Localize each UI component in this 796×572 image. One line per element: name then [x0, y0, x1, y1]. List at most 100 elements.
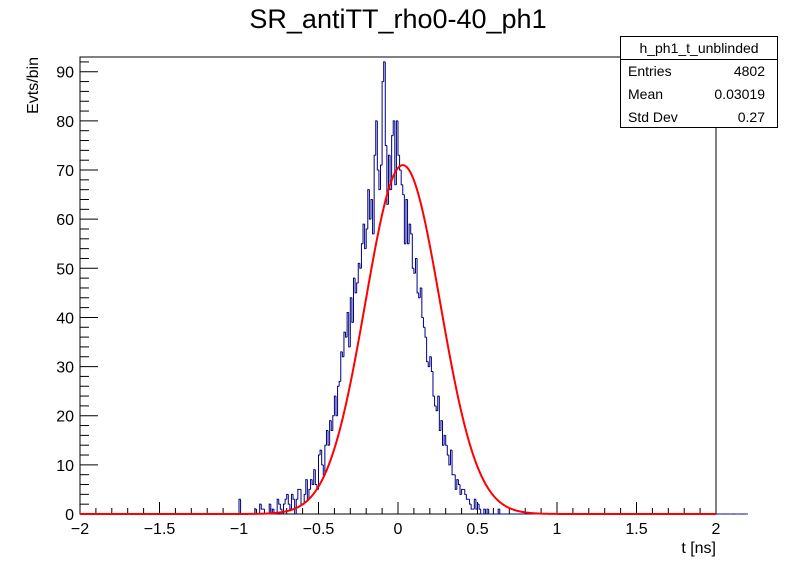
- histogram-bin: [370, 199, 373, 220]
- histogram-bin: [473, 498, 476, 510]
- histogram-bin: [399, 155, 402, 171]
- stats-label: Mean: [628, 86, 664, 102]
- histogram-bin: [278, 499, 281, 505]
- histogram-bin: [340, 351, 343, 382]
- histogram-bin: [268, 503, 271, 514]
- stats-box: h_ph1_t_unblinded Entries 4802 Mean 0.03…: [620, 36, 778, 128]
- histogram-bin: [413, 268, 416, 274]
- histogram-bin: [445, 435, 448, 446]
- histogram-bin: [349, 297, 352, 347]
- histogram-bin: [395, 120, 398, 185]
- histogram-bin: [394, 120, 397, 186]
- histogram-bin: [475, 499, 478, 510]
- histogram-bin: [314, 469, 317, 486]
- y-tick-label: 10: [56, 458, 74, 475]
- stats-value: 4802: [733, 63, 765, 79]
- histogram-bin: [240, 499, 243, 515]
- x-tick-label: 0: [394, 521, 403, 538]
- x-axis-label: t [ns]: [681, 540, 716, 557]
- histogram-bin: [346, 312, 349, 338]
- histogram-bin: [368, 189, 371, 220]
- histogram-bin: [414, 257, 418, 274]
- stats-box-name: h_ph1_t_unblinded: [621, 37, 777, 60]
- y-tick-label: 30: [56, 360, 74, 377]
- histogram-bin: [448, 455, 451, 466]
- histogram-bin: [375, 120, 378, 156]
- histogram-bin: [283, 503, 286, 514]
- histogram-bin: [459, 484, 462, 495]
- histogram-bin: [376, 120, 379, 171]
- histogram-bin: [238, 498, 241, 514]
- histogram-bin: [260, 504, 263, 510]
- y-tick-label: 90: [56, 65, 74, 82]
- histogram-bin: [337, 385, 340, 416]
- histogram-bin: [419, 287, 422, 298]
- histogram-bin: [408, 223, 411, 244]
- histogram-bin: [332, 415, 335, 431]
- histogram-bin: [284, 498, 287, 505]
- histogram-bin: [407, 199, 410, 245]
- histogram-bin: [303, 493, 306, 505]
- histogram-bin: [356, 282, 359, 293]
- y-tick-label: 80: [56, 114, 74, 131]
- histogram-bin: [294, 499, 297, 515]
- gaussian-fit-curve: [80, 164, 716, 515]
- histogram-bin: [329, 420, 332, 446]
- histogram-bin: [430, 356, 433, 372]
- histogram-bin: [442, 420, 445, 446]
- histogram-bin: [259, 503, 262, 514]
- histogram-bin: [319, 449, 322, 456]
- histogram-bin: [488, 509, 491, 515]
- histogram-bin: [359, 263, 362, 269]
- histogram-bin: [300, 489, 303, 505]
- x-tick-label: 1: [553, 521, 562, 538]
- histogram-bin: [426, 337, 429, 363]
- histogram-bin: [434, 396, 437, 407]
- histogram-bin: [324, 444, 327, 475]
- chart-title: SR_antiTT_rho0-40_ph1: [249, 4, 547, 34]
- histogram-bin: [378, 170, 381, 191]
- histogram-bin: [281, 509, 284, 515]
- x-tick-label: 0.5: [466, 521, 488, 538]
- histogram-bin: [411, 233, 414, 269]
- histogram-bin: [338, 380, 341, 387]
- histogram-bin: [451, 450, 454, 476]
- histogram-bin: [403, 194, 406, 245]
- y-axis-label: Evts/bin: [25, 57, 42, 114]
- histogram-bin: [456, 479, 459, 490]
- histogram-bin: [437, 395, 440, 411]
- histogram-bin: [391, 135, 394, 190]
- histogram-bin: [435, 405, 438, 412]
- stats-label: Std Dev: [628, 109, 678, 125]
- histogram-bin: [357, 262, 360, 284]
- histogram-bin: [287, 494, 290, 505]
- histogram-bin: [310, 479, 313, 490]
- histogram-bin: [313, 469, 316, 485]
- histogram-bin: [327, 430, 330, 446]
- histogram-bin: [383, 61, 386, 82]
- histogram-bin: [292, 494, 295, 500]
- histogram-bin: [351, 297, 354, 323]
- histogram-bin: [483, 508, 486, 514]
- histogram-bin: [345, 332, 348, 338]
- y-tick-label: 0: [65, 507, 74, 524]
- stats-value: 0.03019: [714, 86, 765, 102]
- histogram-bin: [330, 420, 333, 431]
- histogram-bin: [365, 228, 368, 249]
- histogram-bin: [465, 494, 468, 500]
- histogram-bin: [343, 331, 346, 357]
- histogram-bin: [297, 488, 300, 500]
- histogram-bin: [279, 504, 282, 510]
- stats-row-stddev: Std Dev 0.27: [621, 106, 777, 129]
- histogram-bin: [418, 292, 421, 299]
- histogram-bin: [290, 493, 294, 510]
- histogram-bin: [318, 454, 321, 490]
- x-tick-label: −1: [230, 521, 248, 538]
- histogram-bin: [484, 509, 488, 515]
- histogram-bin: [416, 258, 419, 294]
- histogram-bin: [446, 445, 449, 456]
- histogram-bin: [443, 434, 446, 446]
- histogram-bin: [305, 479, 308, 495]
- y-tick-label: 60: [56, 212, 74, 229]
